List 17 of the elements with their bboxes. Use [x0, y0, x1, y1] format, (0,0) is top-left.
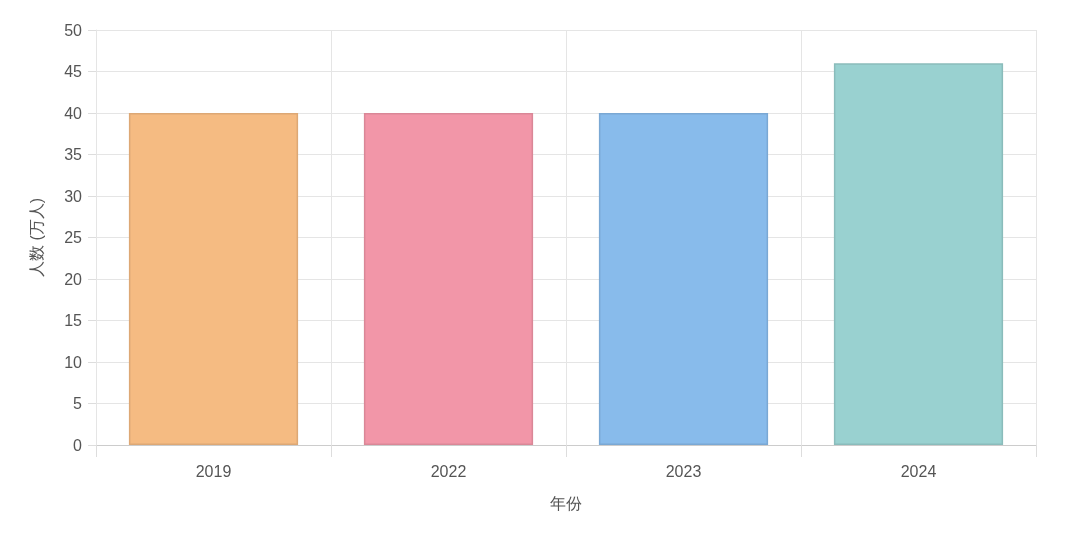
x-tick-label: 2023 [665, 462, 702, 480]
y-tick-label: 10 [64, 353, 83, 371]
y-tick-label: 15 [64, 312, 83, 329]
y-tick-label: 50 [64, 21, 83, 39]
y-tick-label: 25 [64, 229, 83, 246]
x-axis-title: 年份 [550, 494, 582, 512]
y-tick-label: 20 [64, 270, 83, 288]
x-tick-label: 2022 [430, 462, 467, 480]
x-tick-label: 2019 [195, 462, 232, 480]
y-axis-title: 人数 (万人) [27, 197, 45, 278]
y-tick-label: 0 [73, 436, 83, 454]
y-tick-label: 5 [73, 395, 83, 412]
y-tick-label: 45 [64, 63, 83, 80]
y-tick-label: 30 [64, 187, 83, 205]
x-tick-label: 2024 [900, 462, 937, 480]
y-tick-label: 40 [64, 104, 83, 122]
y-tick-label: 35 [64, 146, 83, 163]
